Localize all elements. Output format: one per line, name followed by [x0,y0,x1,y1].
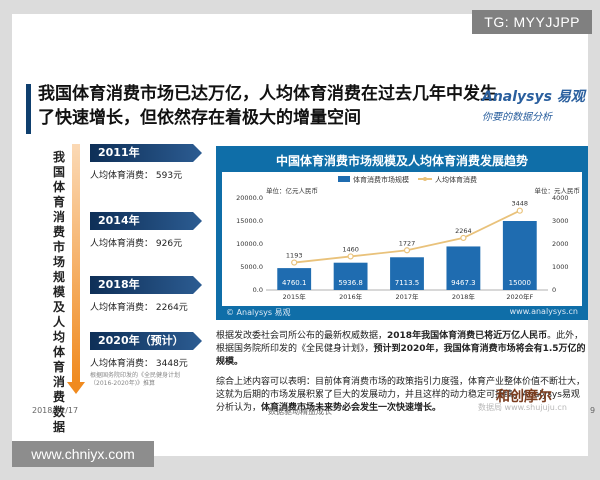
footer-brand: 和创摩尔 [496,389,552,405]
bar-data-label: 5936.8 [338,279,363,287]
right-tick-label: 1000 [552,263,569,271]
x-tick-label: 2016年 [339,292,363,301]
line-data-label: 3448 [512,200,529,208]
left-tick-label: 20000.0 [236,194,263,202]
left-tick-label: 0.0 [253,286,263,294]
bar-data-label: 4760.1 [282,279,307,287]
chart-plot: 体育消费市场规模 人均体育消费 单位：亿元人民币 单位：元人民币 20000.0 1500… [222,172,582,306]
x-tick-label: 2018年 [452,292,476,301]
legend-bar-label: 体育消费市场规模 [353,175,409,184]
bar-data-label: 15000 [509,279,531,287]
card-2014: 2014年 人均体育消费： 926元 [90,212,202,249]
line-data-label: 2264 [455,227,472,235]
footer-watermark: 数据局 www.shujuju.cn [478,403,567,412]
card-year: 2014年 [90,212,202,230]
text-emphasis: 体育消费市场未来势必会发生一次快速增长。 [261,403,442,413]
footer-date: 2018/12/17 [32,406,79,415]
line-data-label: 1727 [399,239,416,247]
logo-main-text: Analysys 易观 [482,89,585,105]
x-tick-label: 2017年 [395,292,419,301]
card-2018: 2018年 人均体育消费： 2264元 [90,276,202,313]
analysis-text: 根据发改委社会司所公布的最新权威数据，2018年我国体育消费已将近万亿人民币。此… [216,330,588,422]
card-note: 根据国务院印发的《全民健身计划（2016-2020年)》推算 [90,372,181,387]
left-tick-label: 15000.0 [236,217,263,225]
headline-accent-bar [26,84,31,134]
side-title: 我国体育消费市场规模及人均体育消费数据 [52,150,65,434]
card-2011: 2011年 人均体育消费： 593元 [90,144,202,181]
text-emphasis: 预计到2020年，我国体育消费市场将会有1.5万亿的规模。 [216,344,586,367]
left-axis-unit: 单位：亿元人民币 [266,186,318,195]
right-tick-label: 2000 [552,240,569,248]
card-value: 3448元 [155,359,188,369]
card-year: 2011年 [90,144,202,162]
watermark-tag: TG: MYYJJPP [472,10,592,34]
series-line [294,209,521,264]
card-2020: 2020年（预计） 人均体育消费： 3448元 根据国务院印发的《全民健身计划（… [90,332,202,388]
bar [390,257,424,290]
card-stat: 人均体育消费： 593元 [90,168,202,181]
right-tick-label: 4000 [552,194,569,202]
card-value: 926元 [155,239,183,249]
analysis-paragraph-1: 根据发改委社会司所公布的最新权威数据，2018年我国体育消费已将近万亿人民币。此… [216,330,588,369]
footer-page-number: 9 [590,406,596,415]
card-label: 人均体育消费： [90,359,154,369]
bar-data-label: 9467.3 [451,279,476,287]
timeline-arrow-icon [67,382,85,394]
text-span: 综合上述内容可以表明：目前体育消费市场的政策指引力度强，体育产业整体价值不断壮大… [216,377,586,413]
card-stat: 人均体育消费： 2264元 [90,300,202,313]
bar-data-label: 7113.5 [395,279,420,287]
chart-title: 中国体育消费市场规模及人均体育消费发展趋势 [275,154,528,168]
card-value: 593元 [155,171,183,181]
analysis-paragraph-2: 综合上述内容可以表明：目前体育消费市场的政策指引力度强，体育产业整体价值不断壮大… [216,376,588,415]
card-value: 2264元 [155,303,188,313]
card-stat: 人均体育消费： 926元 [90,236,202,249]
line-point [403,247,411,254]
bar [277,268,312,290]
text-span: 。此外，根据国务院所印发的《全民健身计划》， [216,331,584,354]
legend-line-label: 人均体育消费 [435,175,477,184]
url-watermark: www.chniyx.com [12,441,154,467]
line-data-label: 1193 [286,252,303,260]
bar [446,246,481,290]
right-axis-unit: 单位：元人民币 [535,186,581,195]
headline: 我国体育消费市场已达万亿，人均体育消费在过去几年中发生了快速增长，但依然存在着极… [38,84,497,128]
right-tick-label: 3000 [552,217,569,225]
left-tick-label: 10000.0 [236,240,263,248]
right-tick-label: 0 [552,286,556,294]
line-data-label: 1460 [342,245,359,253]
bar [333,262,368,290]
chart-source-left: © Analysys 易观 [226,308,291,317]
line-point [347,253,354,260]
logo-sub-text: 你要的数据分析 [482,112,552,123]
timeline-bar [72,144,80,384]
card-year: 2020年（预计） [90,332,202,350]
report-slide: 我国体育消费市场已达万亿，人均体育消费在过去几年中发生了快速增长，但依然存在着极… [12,14,595,456]
analysys-logo: Analysys 易观 你要的数据分析 [482,86,600,126]
card-label: 人均体育消费： [90,171,154,181]
text-emphasis: 2018年我国体育消费已将近万亿人民币 [387,331,548,341]
line-point [516,207,523,214]
text-span: 根据发改委社会司所公布的最新权威数据， [216,331,388,341]
legend-line-marker [423,177,427,181]
left-tick-label: 5000.0 [240,263,263,271]
x-tick-label: 2020年F [506,292,533,301]
card-label: 人均体育消费： [90,239,154,249]
card-year: 2018年 [90,276,202,294]
card-label: 人均体育消费： [90,303,154,313]
chart-source-right: www.analysys.cn [509,307,578,316]
trend-chart: 中国体育消费市场规模及人均体育消费发展趋势 体育消费市场规模 人均体育消费单位：亿… [216,146,588,320]
footer-slogan: 数据驱动精益成长 [268,407,332,416]
bar [502,221,537,290]
chart-source: © Analysys 易观 www.analysys.cn [222,306,582,318]
card-stat: 人均体育消费： 3448元 [90,356,202,369]
line-point [291,259,298,266]
legend-bar-swatch [338,176,350,182]
line-point [460,234,467,242]
x-tick-label: 2015年 [283,292,307,301]
